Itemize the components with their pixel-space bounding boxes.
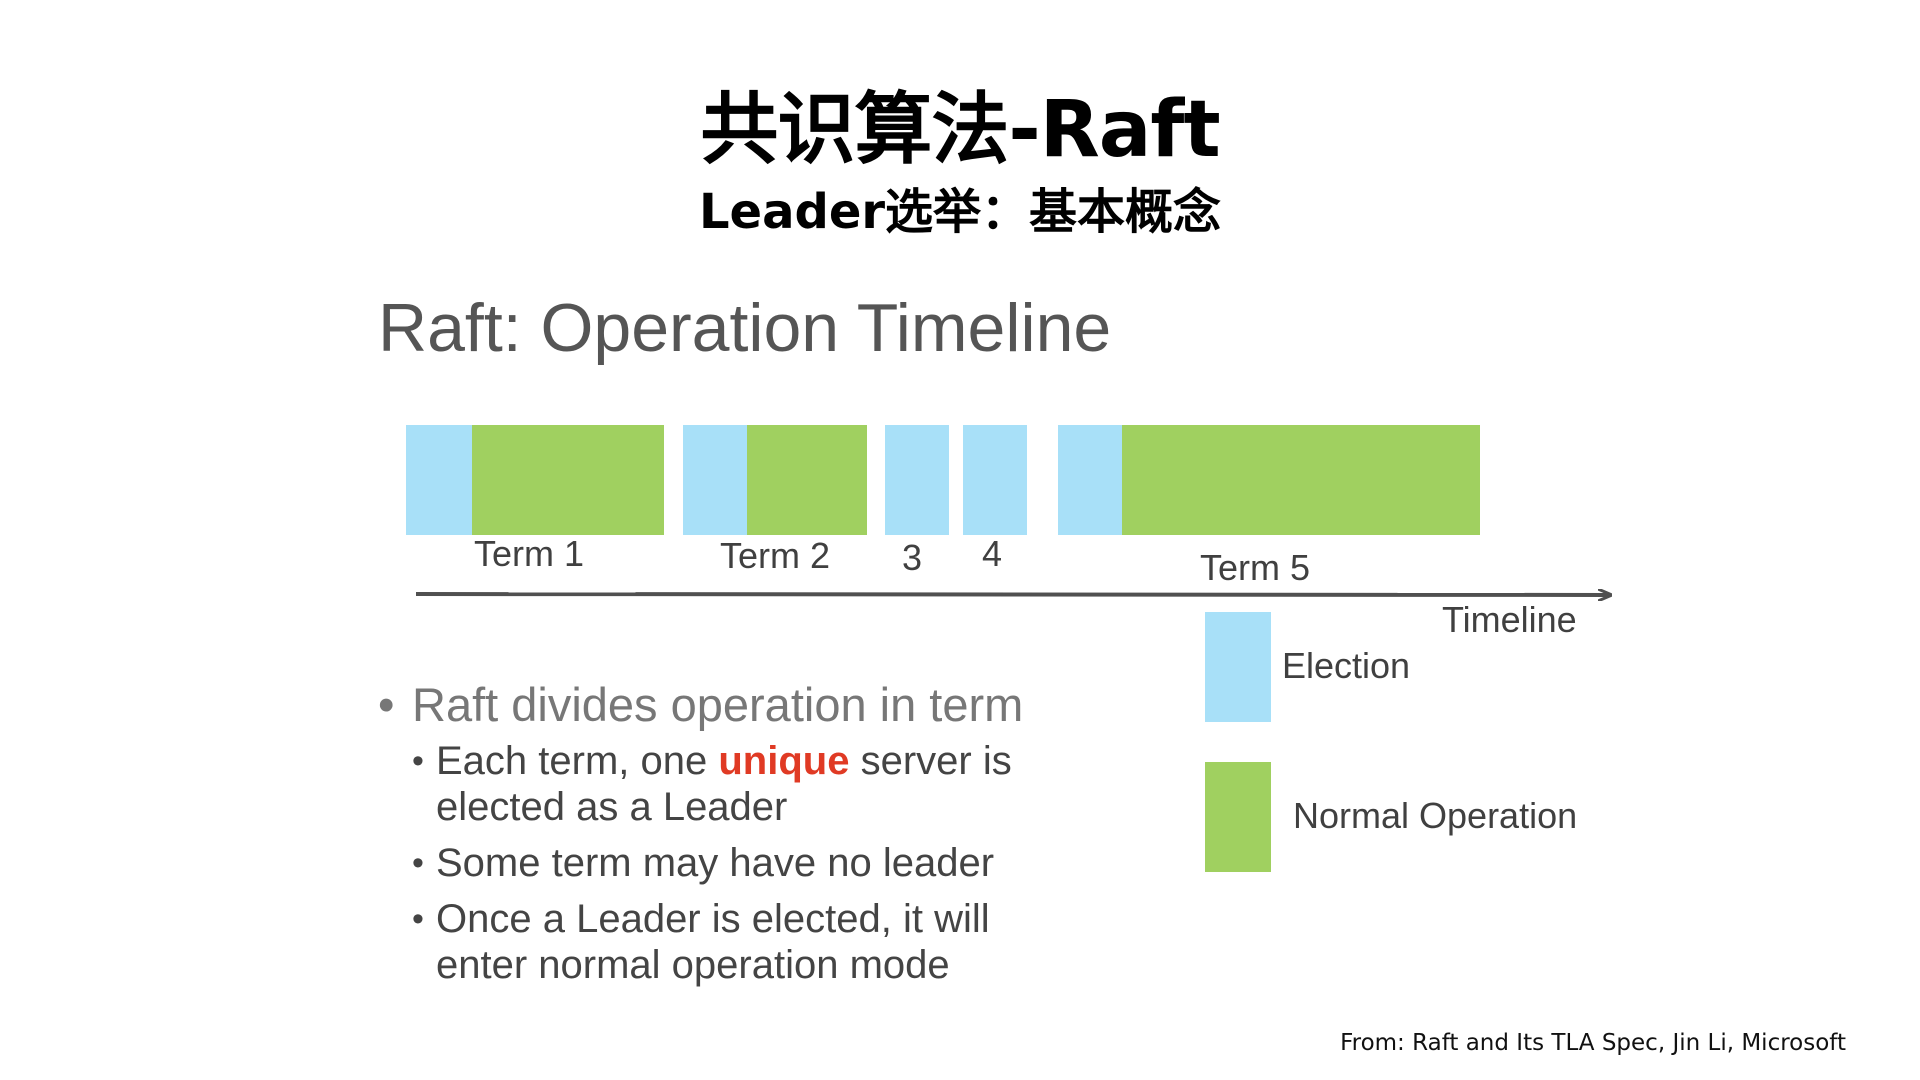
sub-bullet-2-text: Some term may have no leader	[436, 841, 995, 885]
sub-bullet-1: Each term, one unique server is elected …	[412, 738, 1076, 830]
term-4-election-segment	[963, 425, 1027, 535]
sub-bullet-2: Some term may have no leader	[412, 840, 1076, 886]
sub-bullet-1-text-end: server is elected as a Leader	[436, 739, 1012, 829]
term-1-election-segment	[406, 425, 472, 535]
sub-bullet-3-text: Once a Leader is elected, it will enter …	[436, 897, 990, 987]
term-1-normal-segment	[472, 425, 664, 535]
term-4-label: 4	[982, 533, 1002, 574]
term-1-label: Term 1	[474, 533, 584, 574]
term-2-label: Term 2	[720, 535, 830, 576]
slide-title: 共识算法-Raft	[700, 85, 1220, 175]
term-5-label: Term 5	[1200, 547, 1310, 588]
legend-election-swatch	[1205, 612, 1271, 722]
term-5-normal-segment	[1122, 425, 1480, 535]
term-2-election-segment	[683, 425, 747, 535]
term-1-block	[406, 425, 664, 535]
section-heading: Raft: Operation Timeline	[378, 290, 1112, 366]
sub-bullet-3: Once a Leader is elected, it will enter …	[412, 896, 1076, 988]
legend-normal-label: Normal Operation	[1293, 795, 1577, 836]
legend-election-label: Election	[1282, 645, 1410, 686]
bullet-main-text: Raft divides operation in term	[412, 678, 1024, 731]
term-5-election-segment	[1058, 425, 1122, 535]
term-2-block	[683, 425, 867, 535]
term-3-label: 3	[902, 537, 922, 578]
term-3-election-segment	[885, 425, 949, 535]
source-citation: From: Raft and Its TLA Spec, Jin Li, Mic…	[1340, 1030, 1846, 1056]
term-5-block	[1058, 425, 1480, 535]
timeline-axis	[415, 594, 1610, 595]
bullet-main: Raft divides operation in term	[378, 676, 1076, 734]
sub-bullet-1-text-start: Each term, one	[436, 739, 719, 783]
slide-subtitle: Leader选举：基本概念	[698, 184, 1222, 240]
term-2-normal-segment	[747, 425, 867, 535]
bullet-list: Raft divides operation in term Each term…	[378, 676, 1076, 998]
timeline-axis-label: Timeline	[1442, 599, 1577, 640]
legend-normal-swatch	[1205, 762, 1271, 872]
unique-highlight: unique	[718, 739, 850, 783]
sub-bullet-list: Each term, one unique server is elected …	[412, 738, 1076, 988]
